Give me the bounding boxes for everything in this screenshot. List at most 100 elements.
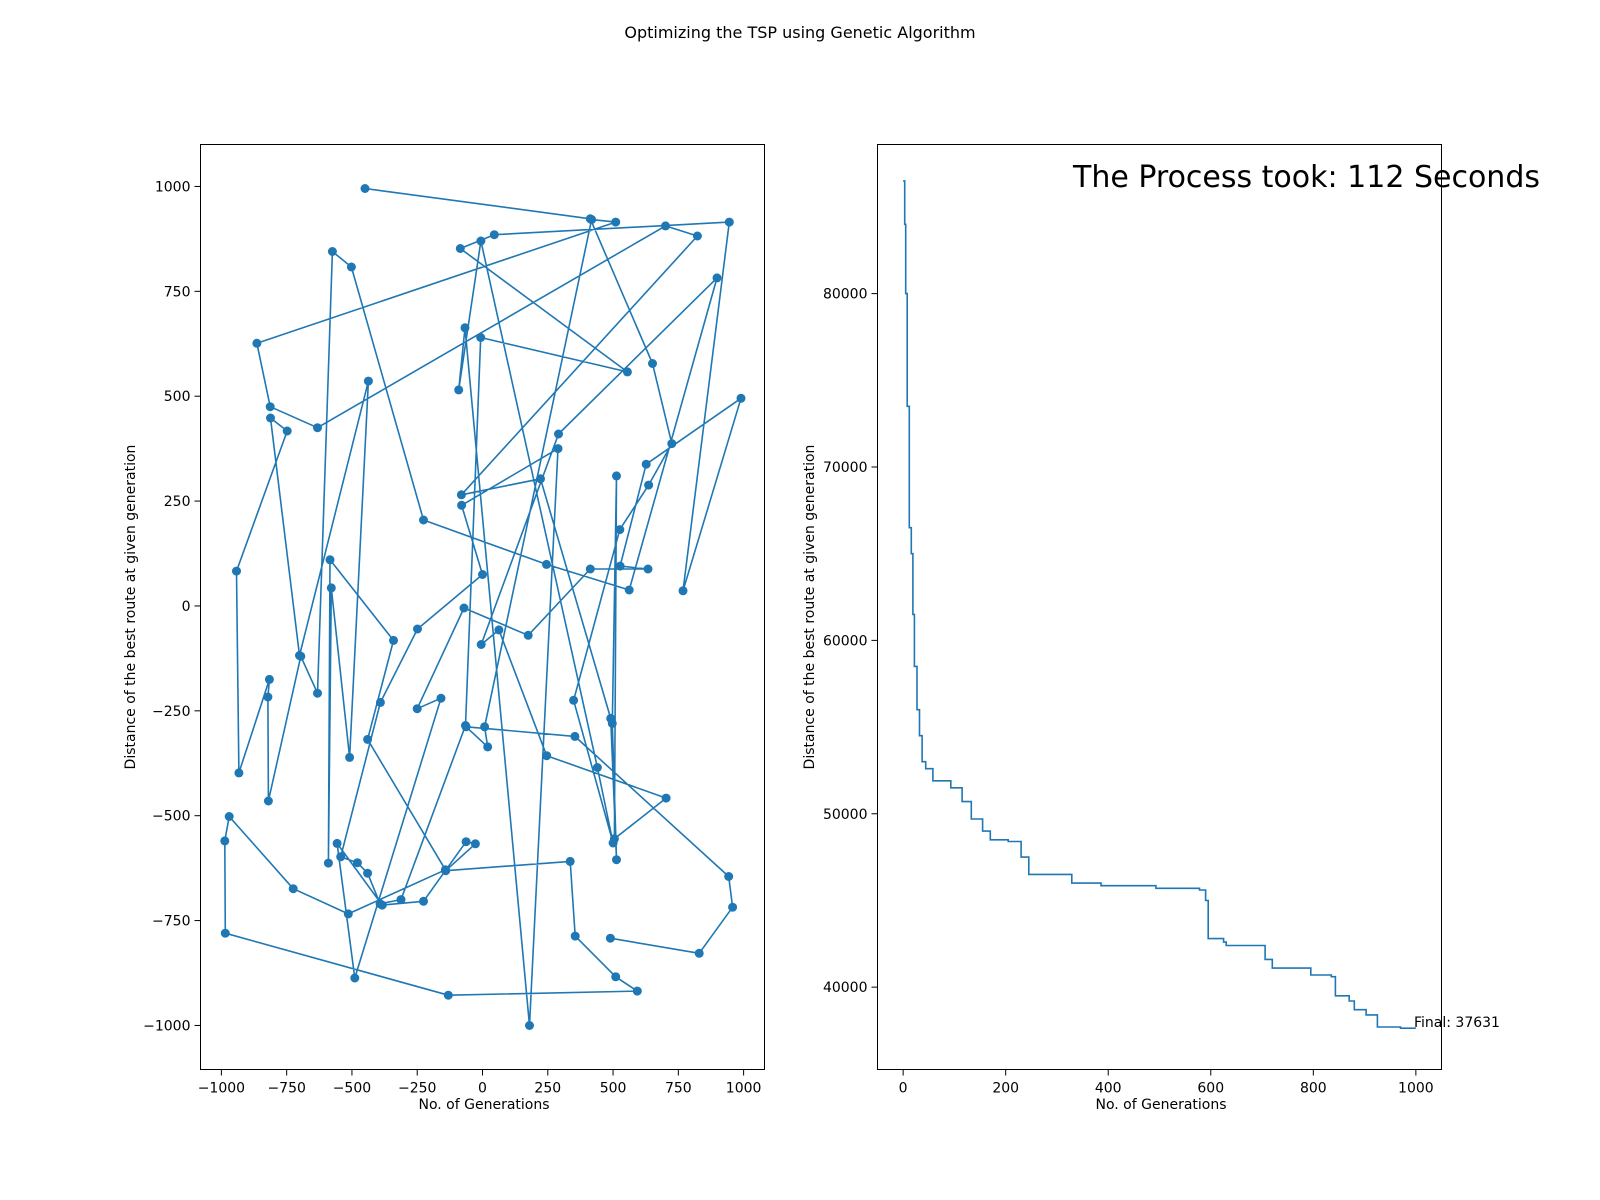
city-marker bbox=[554, 429, 563, 439]
city-marker bbox=[252, 338, 262, 348]
city-marker bbox=[525, 1021, 534, 1030]
progress-y-tick-label: 80000 bbox=[823, 287, 868, 303]
progress-x-tick-label: 600 bbox=[1197, 1081, 1224, 1097]
city-marker bbox=[325, 555, 335, 565]
city-marker bbox=[323, 858, 333, 868]
route-map-ticks: −1000 −750 −500 −250 0 250 500 750 1000 1000 750 50… bbox=[143, 179, 761, 1096]
city-marker bbox=[632, 986, 642, 996]
city-marker bbox=[570, 931, 580, 941]
city-marker bbox=[360, 184, 370, 193]
route-map-frame bbox=[200, 144, 765, 1070]
progress-y-tick-label: 40000 bbox=[823, 980, 868, 996]
route-map-y-tick-label: 750 bbox=[164, 284, 191, 300]
city-marker bbox=[565, 856, 575, 866]
city-marker bbox=[263, 692, 273, 702]
progress-y-tick-label: 70000 bbox=[823, 460, 868, 476]
route-map-y-tick-label: 1000 bbox=[155, 179, 191, 195]
city-marker bbox=[712, 273, 722, 283]
city-marker bbox=[455, 244, 465, 253]
progress-frame bbox=[877, 144, 1442, 1070]
city-marker bbox=[644, 480, 654, 490]
city-marker bbox=[624, 585, 634, 595]
city-marker bbox=[476, 333, 486, 342]
city-marker bbox=[264, 674, 274, 684]
progress-x-tick-label: 200 bbox=[992, 1081, 1019, 1097]
city-marker bbox=[611, 972, 621, 982]
city-marker bbox=[612, 471, 621, 481]
city-marker bbox=[220, 836, 230, 846]
city-marker bbox=[480, 722, 490, 732]
route-map-y-tick-label: 0 bbox=[182, 599, 191, 615]
process-time-annotation: The Process took: 112 Seconds bbox=[1072, 160, 1540, 195]
progress-ticks: 0 200 400 600 800 1000 40000 50000 60000 70000 800… bbox=[823, 287, 1434, 1097]
city-marker bbox=[470, 839, 480, 849]
city-marker bbox=[694, 948, 704, 958]
city-marker bbox=[622, 367, 632, 377]
city-marker bbox=[724, 872, 734, 881]
progress-x-tick-label: 1000 bbox=[1398, 1081, 1434, 1097]
route-map-x-tick-label: 750 bbox=[665, 1081, 692, 1097]
route-map-y-axis-label: Distance of the best route at given gene… bbox=[123, 445, 139, 770]
progress-x-tick-label: 0 bbox=[899, 1081, 908, 1097]
route-map-x-tick-label: −750 bbox=[267, 1081, 305, 1097]
route-map-y-tick-label: −750 bbox=[152, 914, 190, 930]
city-marker bbox=[478, 570, 487, 579]
city-marker bbox=[643, 564, 653, 574]
city-marker bbox=[542, 751, 552, 761]
city-marker bbox=[232, 566, 241, 576]
city-marker bbox=[678, 586, 688, 596]
city-marker bbox=[336, 852, 346, 862]
city-marker bbox=[459, 603, 469, 613]
city-marker bbox=[346, 262, 356, 272]
city-marker bbox=[605, 933, 615, 943]
city-marker bbox=[569, 695, 579, 705]
city-marker bbox=[667, 439, 677, 449]
progress-y-axis-label: Distance of the best route at given gene… bbox=[802, 445, 818, 770]
city-marker bbox=[489, 230, 499, 240]
route-map-x-tick-label: 500 bbox=[600, 1081, 627, 1097]
city-marker bbox=[476, 640, 486, 649]
city-marker bbox=[536, 474, 545, 484]
city-marker bbox=[454, 385, 464, 395]
city-marker bbox=[523, 630, 533, 640]
city-marker bbox=[419, 515, 428, 525]
city-marker bbox=[220, 928, 230, 938]
city-marker bbox=[460, 323, 470, 333]
route-map-x-tick-label: −1000 bbox=[198, 1081, 245, 1097]
city-marker bbox=[234, 768, 244, 778]
city-marker bbox=[606, 713, 616, 723]
city-marker bbox=[327, 247, 337, 256]
city-marker bbox=[456, 490, 466, 500]
city-marker bbox=[612, 855, 621, 865]
progress-y-tick-label: 50000 bbox=[823, 807, 868, 823]
city-marker bbox=[396, 895, 406, 905]
city-marker bbox=[615, 525, 625, 535]
route-map-plot bbox=[220, 184, 746, 1030]
city-marker bbox=[724, 217, 734, 227]
city-marker bbox=[263, 796, 273, 806]
city-marker bbox=[736, 393, 746, 403]
best-distance-line bbox=[903, 180, 1416, 1029]
route-map-y-tick-label: −500 bbox=[152, 809, 190, 825]
city-marker bbox=[413, 624, 422, 634]
city-marker bbox=[352, 858, 362, 868]
city-marker bbox=[553, 444, 563, 454]
city-marker bbox=[363, 376, 373, 386]
city-marker bbox=[542, 559, 551, 569]
progress-axes: 0 200 400 600 800 1000 40000 50000 60000 70000 800… bbox=[802, 144, 1540, 1113]
route-map-y-tick-label: −250 bbox=[152, 704, 190, 720]
city-marker bbox=[363, 868, 373, 878]
final-distance-annotation: Final: 37631 bbox=[1414, 1015, 1500, 1031]
city-marker bbox=[412, 704, 422, 714]
city-marker bbox=[587, 215, 597, 225]
figure-title: Optimizing the TSP using Genetic Algorit… bbox=[624, 23, 975, 42]
route-line bbox=[224, 187, 742, 1027]
city-marker bbox=[661, 793, 671, 803]
city-marker bbox=[585, 564, 595, 574]
progress-x-axis-label: No. of Generations bbox=[1095, 1097, 1226, 1113]
city-marker bbox=[440, 865, 450, 875]
city-marker bbox=[611, 217, 621, 227]
city-marker bbox=[313, 423, 322, 433]
city-marker bbox=[419, 896, 428, 906]
